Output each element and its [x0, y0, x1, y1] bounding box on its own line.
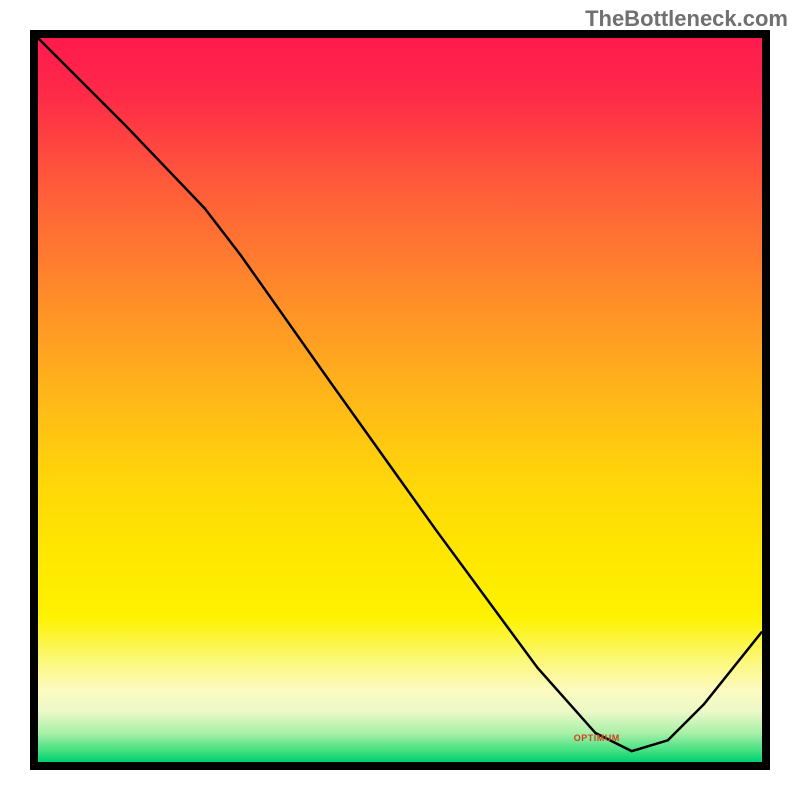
watermark-text: TheBottleneck.com [585, 6, 788, 32]
bottleneck-curve [38, 38, 762, 762]
chart-frame: OPTIMUM [30, 30, 770, 770]
optimum-label: OPTIMUM [574, 733, 620, 743]
